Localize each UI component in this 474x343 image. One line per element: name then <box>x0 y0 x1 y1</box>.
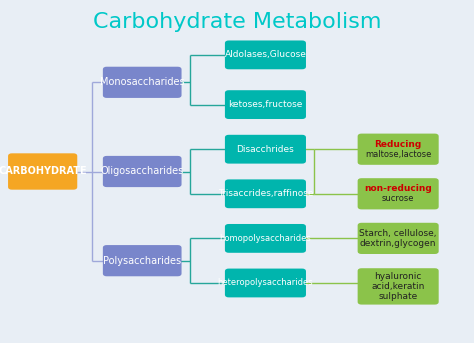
FancyBboxPatch shape <box>103 245 182 276</box>
FancyBboxPatch shape <box>225 90 306 119</box>
Text: Monosaccharides: Monosaccharides <box>100 77 184 87</box>
Text: homopolysaccharides: homopolysaccharides <box>219 234 311 243</box>
Text: Aldolases,Glucose: Aldolases,Glucose <box>225 50 306 59</box>
Text: CARBOHYDRATE: CARBOHYDRATE <box>0 166 87 177</box>
Text: Polysaccharides: Polysaccharides <box>103 256 181 266</box>
FancyBboxPatch shape <box>225 40 306 69</box>
FancyBboxPatch shape <box>225 179 306 208</box>
Text: Starch, cellulose,
dextrin,glycogen: Starch, cellulose, dextrin,glycogen <box>359 229 437 248</box>
FancyBboxPatch shape <box>357 223 439 254</box>
Text: heteropolysaccharides: heteropolysaccharides <box>218 279 313 287</box>
Text: Disacchrides: Disacchrides <box>237 145 294 154</box>
FancyBboxPatch shape <box>225 224 306 253</box>
Text: maltose,lactose: maltose,lactose <box>365 150 431 159</box>
FancyBboxPatch shape <box>8 153 77 190</box>
FancyBboxPatch shape <box>103 156 182 187</box>
Text: non-reducing: non-reducing <box>365 184 432 193</box>
FancyBboxPatch shape <box>103 67 182 98</box>
FancyBboxPatch shape <box>357 178 439 209</box>
Text: Carbohydrate Metabolism: Carbohydrate Metabolism <box>93 12 381 32</box>
Text: Trisaccrides,raffinose: Trisaccrides,raffinose <box>218 189 313 198</box>
FancyBboxPatch shape <box>225 269 306 297</box>
Text: Oligosaccharides: Oligosaccharides <box>100 166 184 177</box>
Text: ketoses,fructose: ketoses,fructose <box>228 100 302 109</box>
FancyBboxPatch shape <box>357 134 439 165</box>
Text: hyaluronic
acid,keratin
sulphate: hyaluronic acid,keratin sulphate <box>372 272 425 301</box>
Text: Reducing: Reducing <box>374 140 422 149</box>
FancyBboxPatch shape <box>225 135 306 164</box>
Text: sucrose: sucrose <box>382 194 414 203</box>
FancyBboxPatch shape <box>357 268 439 305</box>
